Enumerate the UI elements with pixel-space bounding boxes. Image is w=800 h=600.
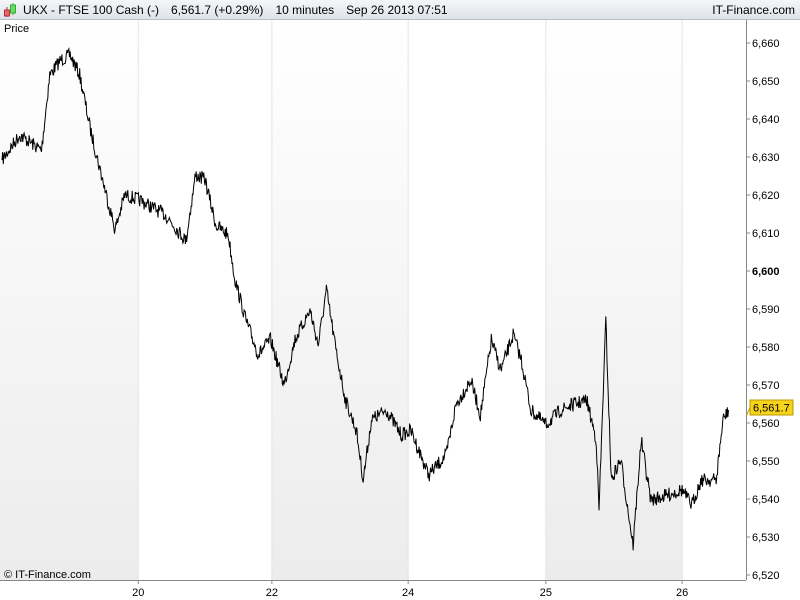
symbol-title: UKX - FTSE 100 Cash (-): [23, 2, 160, 17]
panel-label: Price: [4, 23, 29, 35]
session-band: [138, 20, 272, 580]
x-tick-label: 22: [266, 587, 278, 599]
y-tick-label: 6,590: [752, 304, 780, 316]
last-price-marker: 6,561.7: [745, 399, 794, 417]
y-tick-label: 6,650: [752, 76, 780, 88]
y-tick-label: 6,600: [752, 266, 780, 278]
chart-header: UKX - FTSE 100 Cash (-) 6,561.7 (+0.29%)…: [0, 0, 800, 20]
session-band: [0, 20, 139, 580]
x-tick-label: 26: [676, 587, 688, 599]
y-tick-label: 6,550: [752, 456, 780, 468]
y-tick-label: 6,520: [752, 570, 780, 582]
quote: 6,561.7 (+0.29%): [171, 2, 264, 17]
x-tick-label: 24: [402, 587, 414, 599]
last-price-box: [749, 399, 794, 416]
y-tick-label: 6,580: [752, 342, 780, 354]
y-tick-label: 6,640: [752, 114, 780, 126]
y-tick-label: 6,630: [752, 152, 780, 164]
watermark: © IT-Finance.com: [4, 569, 91, 581]
last-price-pointer: [745, 407, 751, 417]
y-tick-label: 6,620: [752, 190, 780, 202]
y-tick-label: 6,560: [752, 418, 780, 430]
y-tick-label: 6,530: [752, 532, 780, 544]
x-tick-label: 25: [540, 587, 552, 599]
y-tick-label: 6,610: [752, 228, 780, 240]
session-band: [408, 20, 546, 580]
datetime: Sep 26 2013 07:51: [346, 2, 448, 17]
y-tick-label: 6,570: [752, 380, 780, 392]
session-band: [545, 20, 683, 580]
y-tick-label: 6,540: [752, 494, 780, 506]
interval: 10 minutes: [275, 2, 335, 17]
y-tick-label: 6,660: [752, 38, 780, 50]
session-band: [682, 20, 746, 580]
last-price-label: 6,561.7: [753, 403, 790, 415]
x-tick-label: 20: [132, 587, 144, 599]
session-band: [271, 20, 409, 580]
price-chart: Price © IT-Finance.com 6,520 6,530 6,540 6,…: [0, 20, 794, 599]
brand: IT-Finance.com: [712, 2, 795, 17]
price-series-line: [1, 46, 729, 551]
candlestick-icon: [4, 3, 16, 17]
